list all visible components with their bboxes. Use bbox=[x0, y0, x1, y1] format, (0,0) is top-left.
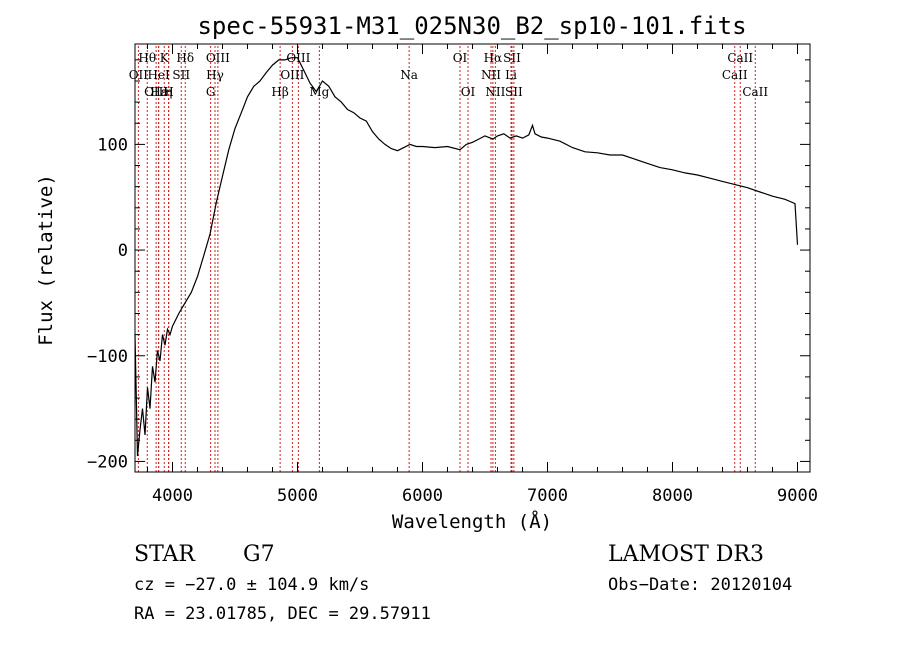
line-label: Li bbox=[505, 68, 517, 82]
line-label: Hα bbox=[484, 51, 503, 65]
line-label: H bbox=[163, 85, 173, 99]
x-tick-label: 8000 bbox=[652, 486, 693, 506]
line-label: η bbox=[165, 85, 172, 99]
x-tick-label: 7000 bbox=[527, 486, 568, 506]
x-axis-label: Wavelength (Å) bbox=[392, 510, 552, 533]
y-tick-label: 100 bbox=[97, 135, 128, 155]
line-label: Hγ bbox=[206, 68, 224, 82]
redshift-velocity: cz = −27.0 ± 104.9 km/s bbox=[134, 575, 369, 595]
emission-line-markers bbox=[137, 46, 756, 472]
line-label: CaII bbox=[727, 51, 753, 65]
line-label: OII bbox=[129, 68, 149, 82]
y-tick-label: 0 bbox=[118, 241, 128, 261]
line-label: Na bbox=[400, 68, 418, 82]
object-class: STAR bbox=[134, 542, 196, 567]
object-subclass: G7 bbox=[243, 542, 275, 567]
line-label: K bbox=[160, 51, 170, 65]
survey-name: LAMOST DR3 bbox=[608, 542, 764, 567]
line-label: SII bbox=[505, 85, 523, 99]
line-label: SII bbox=[172, 68, 190, 82]
y-axis: −200 −100 0 100 bbox=[87, 59, 810, 472]
y-axis-label: Flux (relative) bbox=[35, 174, 57, 346]
line-label: SII bbox=[503, 51, 521, 65]
line-label: OI bbox=[461, 85, 476, 99]
line-label: Hβ bbox=[271, 85, 288, 99]
observation-date: Obs−Date: 20120104 bbox=[608, 575, 792, 595]
line-label: Hδ bbox=[176, 51, 194, 65]
line-label: OIII bbox=[280, 68, 304, 82]
plot-frame bbox=[134, 43, 811, 473]
line-label: G bbox=[206, 85, 216, 99]
line-label: NII bbox=[485, 85, 505, 99]
line-label: OIII bbox=[206, 51, 230, 65]
x-tick-label: 6000 bbox=[402, 486, 443, 506]
x-axis: 4000 5000 6000 7000 8000 9000 bbox=[147, 44, 818, 506]
y-tick-label: −100 bbox=[87, 347, 128, 367]
spectrum-line bbox=[134, 57, 799, 457]
line-label: Hθ bbox=[138, 51, 156, 65]
y-tick-label: −200 bbox=[87, 452, 128, 472]
line-label: HeI bbox=[147, 68, 170, 82]
x-tick-label: 4000 bbox=[152, 486, 193, 506]
x-tick-label: 9000 bbox=[777, 486, 818, 506]
line-label: CaII bbox=[742, 85, 768, 99]
line-label: Hε bbox=[150, 85, 167, 99]
line-label: OI bbox=[453, 51, 468, 65]
coordinates: RA = 23.01785, DEC = 29.57911 bbox=[134, 604, 431, 624]
line-label: OIII bbox=[144, 85, 168, 99]
line-label: OIII bbox=[286, 51, 310, 65]
line-label: NII bbox=[481, 68, 501, 82]
line-label: CaII bbox=[722, 68, 748, 82]
x-tick-label: 5000 bbox=[277, 486, 318, 506]
chart-title: spec-55931-M31_025N30_B2_sp10-101.fits bbox=[197, 12, 746, 40]
